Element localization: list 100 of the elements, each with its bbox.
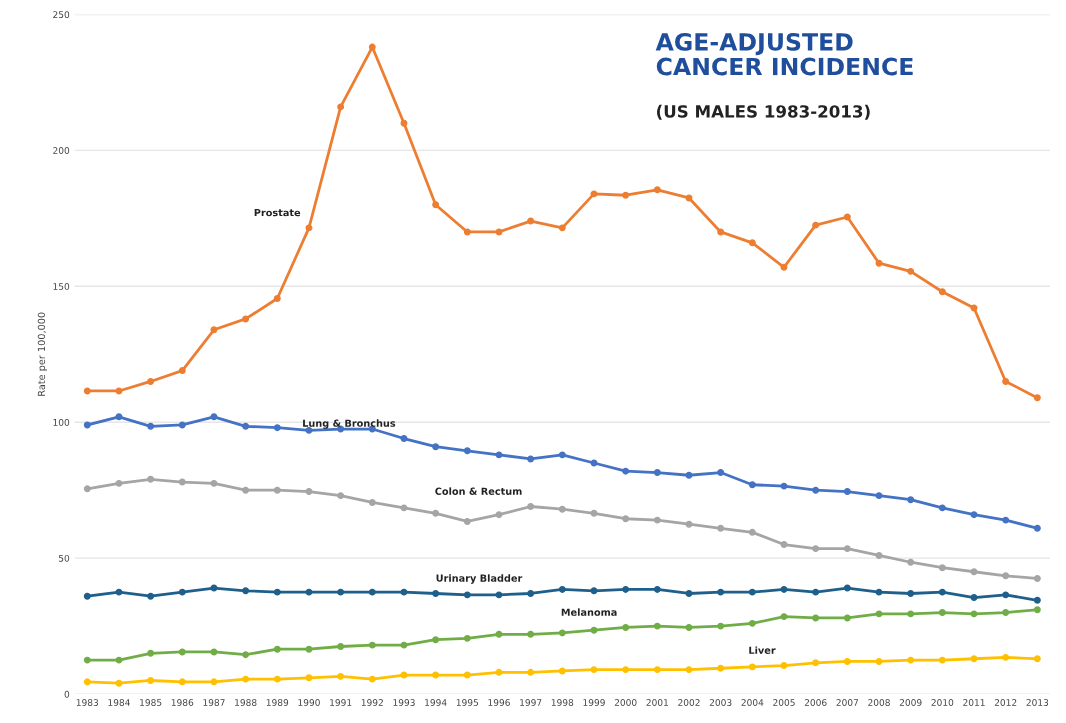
point [970,568,978,576]
point [875,492,883,500]
point [305,674,313,682]
point [938,609,946,616]
point [527,668,535,676]
x-tick-label: 1989 [266,699,289,706]
point [590,587,598,595]
x-tick-label: 2012 [994,699,1017,706]
y-tick-label: 0 [64,690,70,698]
point [780,541,788,549]
point [527,455,535,463]
point [970,511,978,519]
x-tick-label: 1984 [108,699,130,706]
point [653,469,661,476]
point [273,588,281,596]
point [273,424,281,432]
point [907,590,915,597]
annotation: Melanoma [561,608,617,616]
point [83,421,91,429]
point [622,585,630,593]
point [748,619,756,627]
point [748,528,756,536]
x-tick-label: 2004 [741,699,764,706]
y-tick-label: 250 [53,11,70,19]
point [622,666,630,674]
point [812,486,820,494]
annotation: Urinary Bladder [436,574,523,584]
x-tick-label: 2010 [931,699,954,706]
point [305,224,313,232]
x-tick-label: 2011 [963,699,985,706]
point [558,585,566,593]
point [147,592,155,600]
annotation: Colon & Rectum [435,487,522,495]
point [495,668,503,676]
point [875,259,883,267]
point [843,545,851,553]
point [147,475,155,483]
point [210,648,218,656]
point [400,641,408,649]
point [685,471,693,479]
point [812,588,820,596]
point [1033,524,1041,532]
point [843,488,851,496]
point [1033,606,1041,614]
x-tick-label: 2009 [899,699,922,706]
point [178,421,186,429]
x-tick-label: 1983 [76,699,99,706]
x-tick-label: 2003 [709,699,732,706]
x-tick-label: 1997 [520,699,542,706]
x-tick-label: 1993 [393,699,415,706]
point [622,467,630,475]
point [1033,596,1041,604]
point [210,413,218,421]
point [368,675,376,683]
text: (US MALES 1983-2013) [657,104,870,120]
x-tick-label: 2007 [836,699,859,706]
point [400,435,408,443]
x-tick-label: 2000 [614,699,637,706]
point [337,643,345,650]
point [432,443,440,451]
point [115,479,123,487]
point [558,451,566,459]
point [242,422,250,430]
point [1002,609,1010,616]
point [305,588,313,596]
point [210,479,218,487]
point [685,590,693,597]
point [242,675,250,683]
point [368,498,376,506]
point [780,662,788,670]
point [748,239,756,247]
point [748,481,756,489]
point [400,588,408,596]
point [527,630,535,638]
point [780,613,788,621]
point [368,588,376,596]
x-tick-label: 1985 [140,699,162,706]
point [147,377,155,385]
point [242,587,250,595]
point [495,591,503,599]
point [653,186,661,194]
point [147,649,155,657]
point [622,191,630,199]
point [495,630,503,638]
point [178,648,186,656]
point [907,496,915,504]
point [653,622,661,630]
point [83,656,91,664]
point [558,629,566,637]
point [685,666,693,674]
point [1002,653,1010,661]
point [432,590,440,597]
point [970,655,978,663]
x-tick-label: 2006 [804,699,827,706]
point [875,657,883,665]
x-tick-label: 1994 [425,699,447,706]
x-tick-label: 2008 [868,699,890,706]
point [938,564,946,572]
point [495,228,503,236]
point [242,315,250,323]
